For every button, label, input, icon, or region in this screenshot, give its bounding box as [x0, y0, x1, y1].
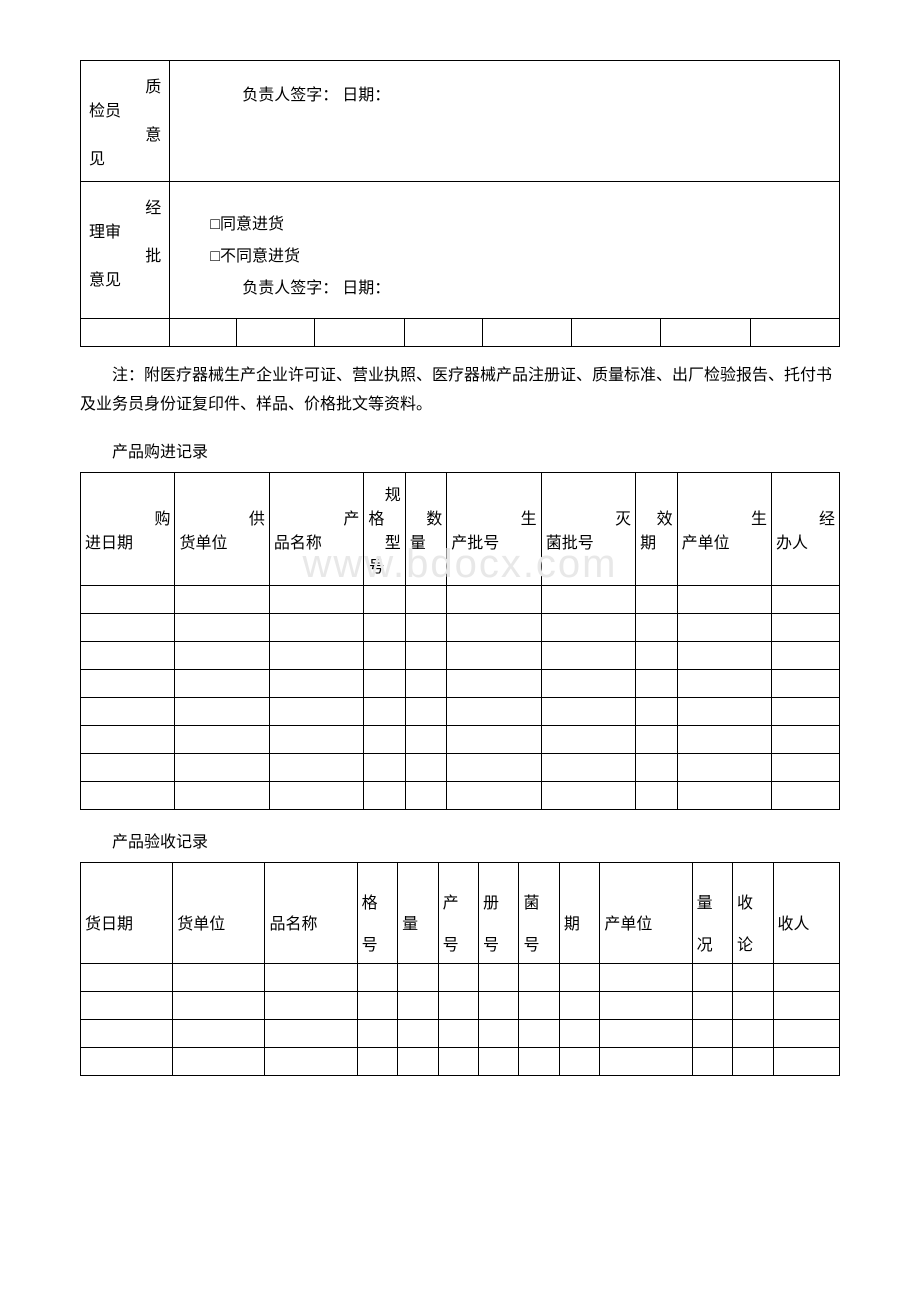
table-row	[81, 963, 840, 991]
manager-opinion-cell: □同意进货 □不同意进货 负责人签字： 日期：	[170, 182, 840, 319]
col-spec-model: 规格型号	[364, 472, 405, 585]
agree-checkbox-text: □同意进货	[210, 210, 799, 234]
col-sterilize-batch: 灭菌批号	[541, 472, 635, 585]
table-row	[81, 613, 840, 641]
col-purchase-date: 购进日期	[81, 472, 175, 585]
table-row	[81, 753, 840, 781]
purchase-header-row: 购进日期 供货单位 产品名称 规格型号 数量 生产批号 灭菌批号 效期 生产单位…	[81, 472, 840, 585]
acc-col-receiver: 收人	[773, 862, 840, 963]
acceptance-header-row: 货日期 货单位 品名称 格号 量 产号 册号 菌号 期 产单位 量况 收论 收人	[81, 862, 840, 963]
acc-col-qty: 量	[398, 862, 438, 963]
opinion-empty-row	[81, 319, 840, 347]
acceptance-title: 产品验收记录	[80, 828, 840, 852]
opinion-table: 质 检员 意 见 负责人签字： 日期： 经 理审 批 意见 □同意进货 □不同意…	[80, 60, 840, 347]
col-handler: 经办人	[772, 472, 840, 585]
inspector-label: 质 检员 意 见	[81, 61, 170, 182]
inspector-opinion-cell: 负责人签字： 日期：	[170, 61, 840, 182]
col-manufacturer: 生产单位	[677, 472, 771, 585]
acc-col-date: 货日期	[81, 862, 173, 963]
table-row	[81, 1019, 840, 1047]
inspector-sign-line: 负责人签字： 日期：	[210, 81, 799, 105]
acc-col-product: 品名称	[265, 862, 357, 963]
acc-col-steril: 菌号	[519, 862, 559, 963]
acc-col-quality: 量况	[692, 862, 732, 963]
manager-sign-line: 负责人签字： 日期：	[210, 274, 799, 298]
manager-label: 经 理审 批 意见	[81, 182, 170, 319]
acc-col-conclusion: 收论	[733, 862, 773, 963]
acc-col-manufacturer: 产单位	[600, 862, 692, 963]
note-text: 注：附医疗器械生产企业许可证、营业执照、医疗器械产品注册证、质量标准、出厂检验报…	[80, 362, 840, 420]
acc-col-spec: 格号	[357, 862, 397, 963]
purchase-record-table: 购进日期 供货单位 产品名称 规格型号 数量 生产批号 灭菌批号 效期 生产单位…	[80, 472, 840, 810]
acc-col-reg: 册号	[479, 862, 519, 963]
acc-col-supplier: 货单位	[173, 862, 265, 963]
table-row	[81, 781, 840, 809]
col-batch: 生产批号	[447, 472, 541, 585]
table-row	[81, 991, 840, 1019]
col-quantity: 数量	[405, 472, 446, 585]
table-row	[81, 669, 840, 697]
acc-col-batch: 产号	[438, 862, 478, 963]
table-row	[81, 725, 840, 753]
table-row	[81, 697, 840, 725]
acceptance-record-table: 货日期 货单位 品名称 格号 量 产号 册号 菌号 期 产单位 量况 收论 收人	[80, 862, 840, 1076]
table-row	[81, 1047, 840, 1075]
col-expiry: 效期	[636, 472, 677, 585]
col-supplier: 供货单位	[175, 472, 269, 585]
table-row	[81, 641, 840, 669]
acc-col-expiry: 期	[559, 862, 599, 963]
disagree-checkbox-text: □不同意进货	[210, 242, 799, 266]
table-row	[81, 585, 840, 613]
col-product-name: 产品名称	[269, 472, 363, 585]
purchase-title: 产品购进记录	[80, 438, 840, 462]
